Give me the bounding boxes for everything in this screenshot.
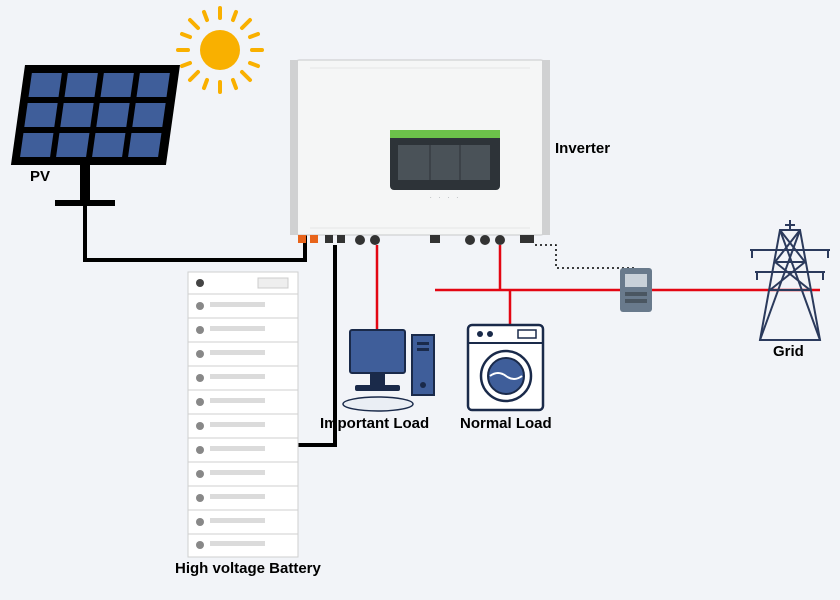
grid-tower-icon: [750, 220, 830, 340]
pv-label: PV: [30, 168, 50, 185]
system-diagram: · · · ·: [0, 0, 840, 600]
battery-stack-icon: [188, 272, 298, 557]
washing-machine-icon: [468, 325, 543, 410]
grid-label: Grid: [773, 343, 804, 360]
wire-pv-inverter: [85, 206, 305, 260]
inverter-icon: · · · ·: [290, 60, 550, 245]
normal-load-label: Normal Load: [460, 415, 552, 432]
wire-comm-meter: [535, 245, 635, 268]
inverter-label: Inverter: [555, 140, 610, 157]
computer-icon: [343, 330, 434, 411]
sun-icon: [178, 8, 262, 92]
important-load-label: Important Load: [320, 415, 429, 432]
meter-icon: [620, 268, 652, 312]
svg-text:· · · ·: · · · ·: [429, 193, 460, 202]
battery-label: High voltage Battery: [175, 560, 321, 577]
